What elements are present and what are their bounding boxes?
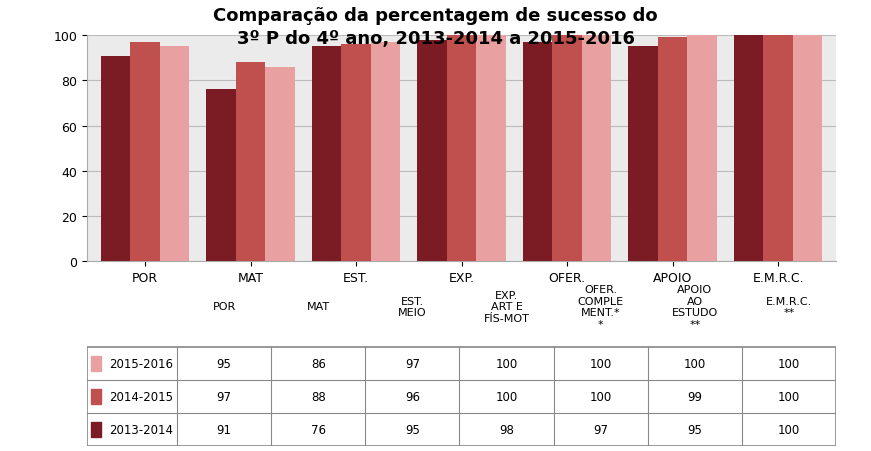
Text: 98: 98 <box>499 423 514 437</box>
Bar <box>87 347 836 446</box>
Text: 96: 96 <box>405 391 420 403</box>
Bar <box>91 389 102 404</box>
Text: 100: 100 <box>684 357 706 370</box>
Bar <box>266 68 295 262</box>
Text: 100: 100 <box>778 391 800 403</box>
Bar <box>476 36 506 262</box>
Text: 76: 76 <box>311 423 326 437</box>
Bar <box>582 36 611 262</box>
Bar <box>687 36 717 262</box>
Bar <box>91 356 102 371</box>
Text: 2013-2014: 2013-2014 <box>109 423 173 437</box>
Text: E.M.R.C.
**: E.M.R.C. ** <box>766 296 812 318</box>
Text: 100: 100 <box>778 423 800 437</box>
Text: 100: 100 <box>590 357 611 370</box>
Bar <box>658 38 687 262</box>
Text: 100: 100 <box>590 391 611 403</box>
Text: 91: 91 <box>217 423 232 437</box>
Bar <box>371 43 401 262</box>
Text: 95: 95 <box>687 423 702 437</box>
Text: 86: 86 <box>311 357 326 370</box>
Bar <box>734 36 763 262</box>
Text: MAT: MAT <box>307 302 330 312</box>
Text: 97: 97 <box>217 391 232 403</box>
Bar <box>447 36 476 262</box>
Text: EST.
MEIO: EST. MEIO <box>398 296 427 318</box>
Bar <box>206 90 236 262</box>
Text: 100: 100 <box>778 357 800 370</box>
Bar <box>160 47 189 262</box>
Text: 95: 95 <box>217 357 232 370</box>
Bar <box>236 63 266 262</box>
Text: 97: 97 <box>405 357 420 370</box>
Bar <box>91 423 102 437</box>
Bar <box>131 43 160 262</box>
Text: POR: POR <box>213 302 236 312</box>
Bar <box>552 36 582 262</box>
Bar <box>628 47 658 262</box>
Bar <box>523 43 552 262</box>
Text: 2015-2016: 2015-2016 <box>109 357 173 370</box>
Text: EXP.
ART E
FÍS-MOT: EXP. ART E FÍS-MOT <box>483 290 530 323</box>
Text: 97: 97 <box>593 423 608 437</box>
Text: 2014-2015: 2014-2015 <box>109 391 173 403</box>
Bar <box>101 56 131 262</box>
Text: 100: 100 <box>496 391 517 403</box>
Bar <box>417 41 447 262</box>
Text: 88: 88 <box>311 391 326 403</box>
Text: Comparação da percentagem de sucesso do
3º P do 4º ano, 2013-2014 a 2015-2016: Comparação da percentagem de sucesso do … <box>213 7 658 48</box>
Text: 100: 100 <box>496 357 517 370</box>
Text: OFER.
COMPLE
MENT.*
*: OFER. COMPLE MENT.* * <box>577 284 624 329</box>
Text: 99: 99 <box>687 391 702 403</box>
Text: APOIO
AO
ESTUDO
**: APOIO AO ESTUDO ** <box>672 284 718 329</box>
Bar <box>312 47 341 262</box>
Bar <box>763 36 793 262</box>
Text: 95: 95 <box>405 423 420 437</box>
Bar <box>341 45 371 262</box>
Bar <box>793 36 822 262</box>
